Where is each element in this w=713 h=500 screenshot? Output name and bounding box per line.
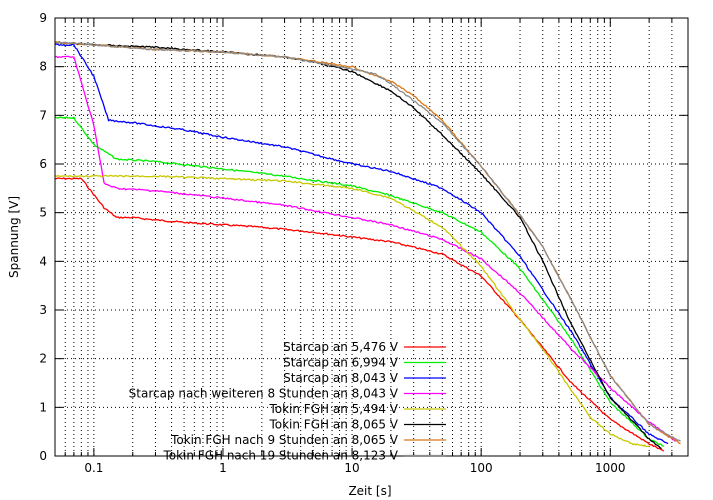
series-line	[55, 41, 681, 442]
legend-label: Tokin FGH nach 19 Stunden an 8,123 V	[162, 449, 398, 463]
legend-label: Starcap nach weiteren 8 Stunden an 8,043…	[129, 387, 399, 401]
y-tick-label: 5	[39, 206, 47, 220]
x-tick-label: 1	[219, 461, 227, 475]
series-line	[54, 174, 650, 448]
series-line	[54, 177, 665, 452]
legend-label: Starcap an 5,476 V	[283, 340, 399, 354]
plot-frame	[54, 17, 689, 457]
x-tick-label: 0.1	[84, 461, 103, 475]
y-tick-label: 0	[39, 449, 47, 463]
legend-label: Tokin FGH nach 9 Stunden an 8,065 V	[170, 433, 399, 447]
y-tick-label: 3	[39, 303, 47, 317]
y-tick-label: 1	[39, 400, 47, 414]
y-tick-label: 7	[39, 108, 47, 122]
legend-label: Starcap an 6,994 V	[283, 356, 399, 370]
gridlines	[54, 18, 689, 456]
x-axis-label: Zeit [s]	[348, 484, 391, 498]
x-tick-label: 10	[344, 461, 359, 475]
axis-ticks: 0.1 1 10 100 1000 0 1 2 3 4 5 6 7 8 9	[39, 11, 689, 475]
y-axis-label: Spannung [V]	[7, 196, 21, 278]
series-lines	[54, 41, 681, 452]
legend-label: Tokin FGH an 8,065 V	[268, 418, 398, 432]
series-line	[54, 43, 669, 445]
legend-label: Starcap an 8,043 V	[283, 371, 399, 385]
series-line	[54, 55, 676, 442]
series-line	[54, 116, 664, 447]
series-line	[54, 41, 662, 450]
x-tick-label: 1000	[595, 461, 626, 475]
y-tick-label: 8	[39, 60, 47, 74]
y-tick-label: 4	[39, 254, 47, 268]
y-tick-label: 6	[39, 157, 47, 171]
y-tick-label: 2	[39, 352, 47, 366]
x-tick-label: 100	[470, 461, 493, 475]
y-tick-label: 9	[39, 11, 47, 25]
legend-label: Tokin FGH an 5,494 V	[268, 402, 398, 416]
